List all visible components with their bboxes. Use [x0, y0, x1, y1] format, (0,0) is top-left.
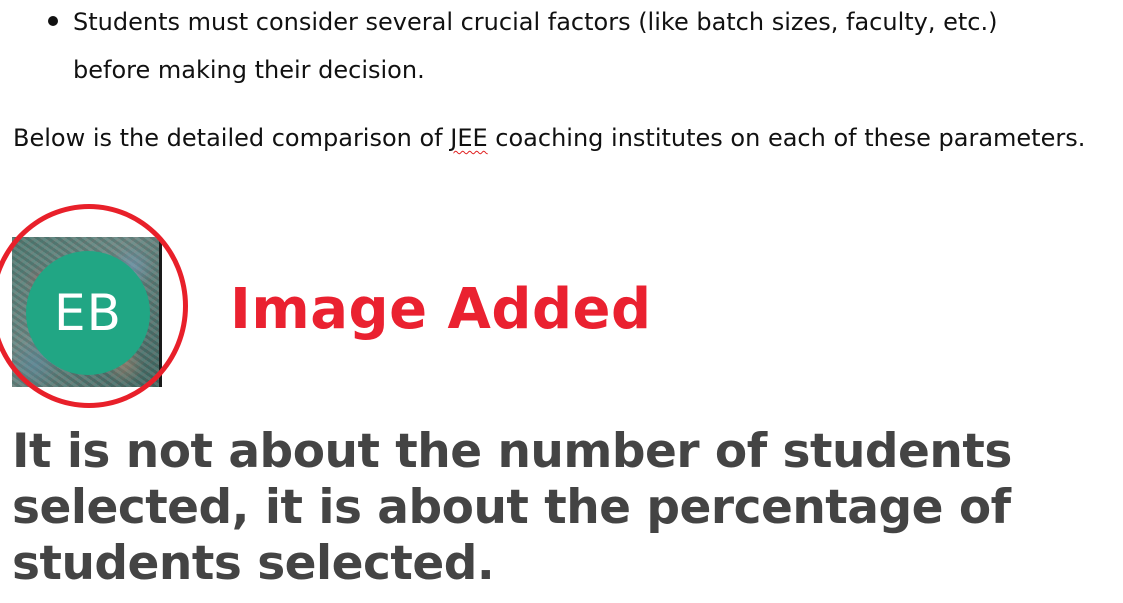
bullet-text-line-1: Students must consider several crucial f… [73, 8, 998, 36]
quote-line-1: It is not about the number of students [12, 424, 1012, 479]
annotation-label: Image Added [230, 277, 652, 342]
quote-line-2: selected, it is about the percentage of [12, 480, 1011, 535]
spellcheck-flagged-word[interactable]: JEE [450, 124, 488, 152]
quote-line-3: students selected. [12, 536, 495, 591]
annotation-circle [0, 204, 188, 408]
bullet-dot-icon [48, 16, 58, 26]
list-item: Students must consider several crucial f… [0, 0, 1100, 94]
bullet-text-line-2: before making their decision. [73, 56, 425, 84]
paragraph-text-end: coaching institutes on each of these par… [487, 124, 1086, 152]
paragraph-text-start: Below is the detailed comparison of [13, 124, 451, 152]
quote-heading: It is not about the number of students s… [12, 424, 1012, 592]
bullet-list: Students must consider several crucial f… [0, 0, 1100, 94]
body-paragraph: Below is the detailed comparison of JEE … [13, 114, 1093, 162]
